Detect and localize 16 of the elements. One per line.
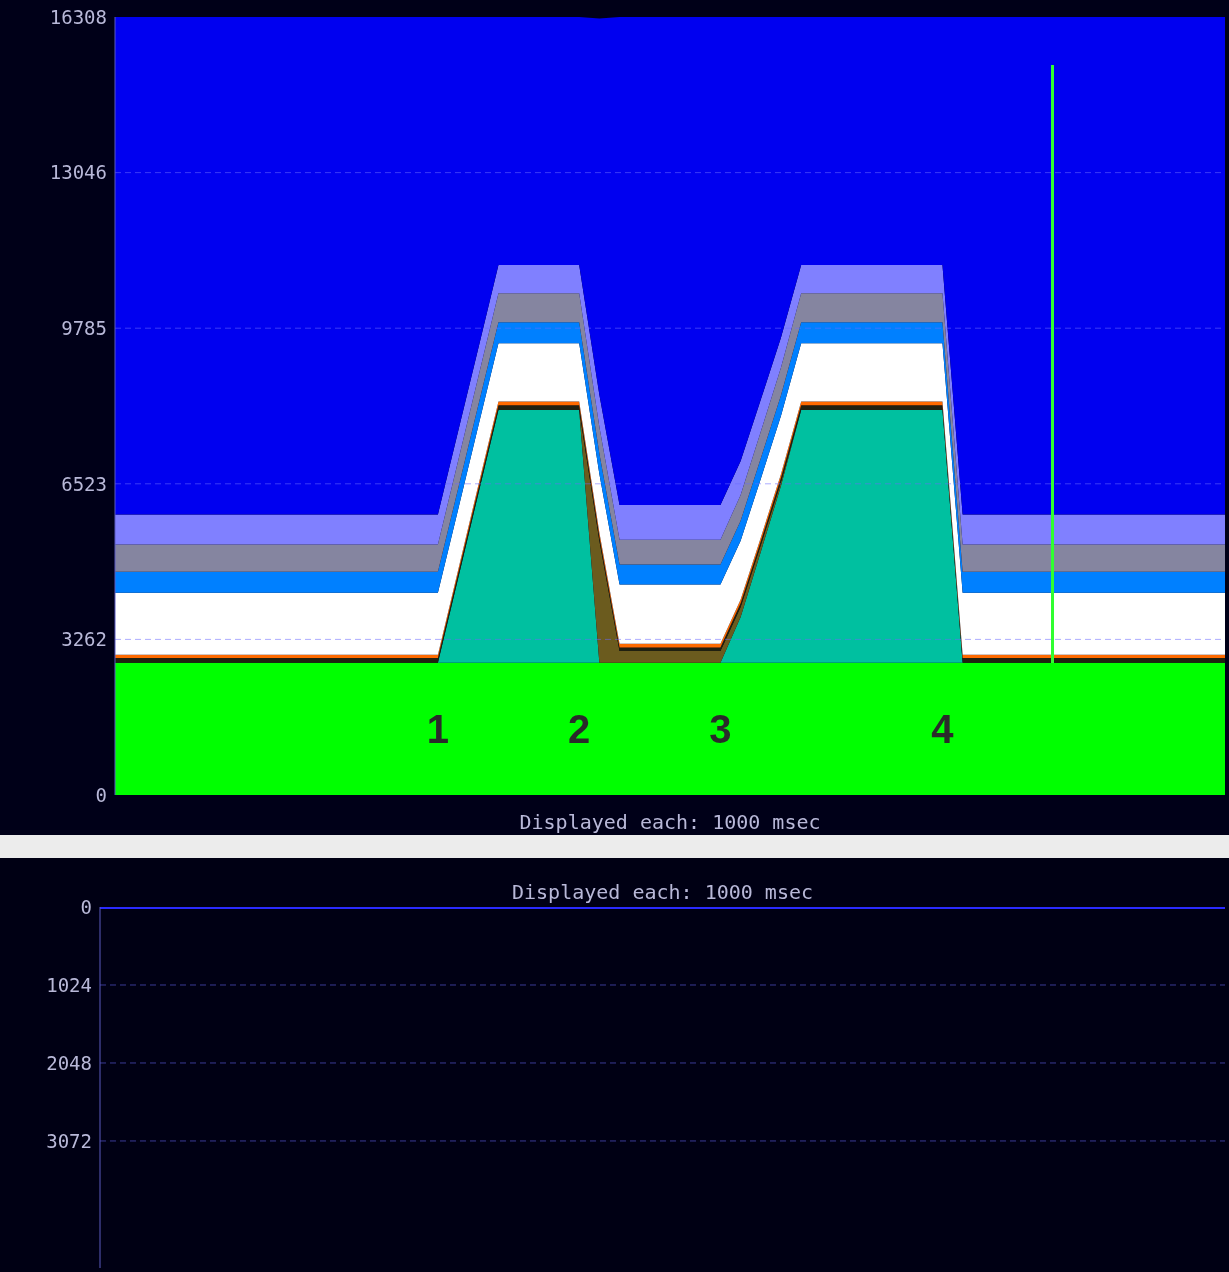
y-tick-label: 3072 [46, 1129, 92, 1152]
annotation: 1 [426, 707, 450, 752]
y-tick-label: 6523 [61, 472, 107, 495]
y-tick-label: 3262 [61, 628, 107, 651]
y-tick-label: 0 [95, 783, 107, 806]
y-tick-label: 1024 [46, 973, 92, 996]
chart-title: Displayed each: 1000 msec [511, 880, 814, 904]
y-tick-label: 9785 [61, 316, 107, 339]
annotation: 2 [568, 707, 591, 752]
annotation: 4 [931, 707, 955, 752]
annotation: 3 [709, 707, 732, 752]
y-tick-label: 16308 [49, 5, 107, 28]
y-tick-label: 0 [80, 895, 92, 918]
y-tick-label: 2048 [46, 1051, 92, 1074]
x-axis-title: Displayed each: 1000 msec [519, 810, 821, 834]
y-tick-label: 13046 [49, 161, 107, 184]
